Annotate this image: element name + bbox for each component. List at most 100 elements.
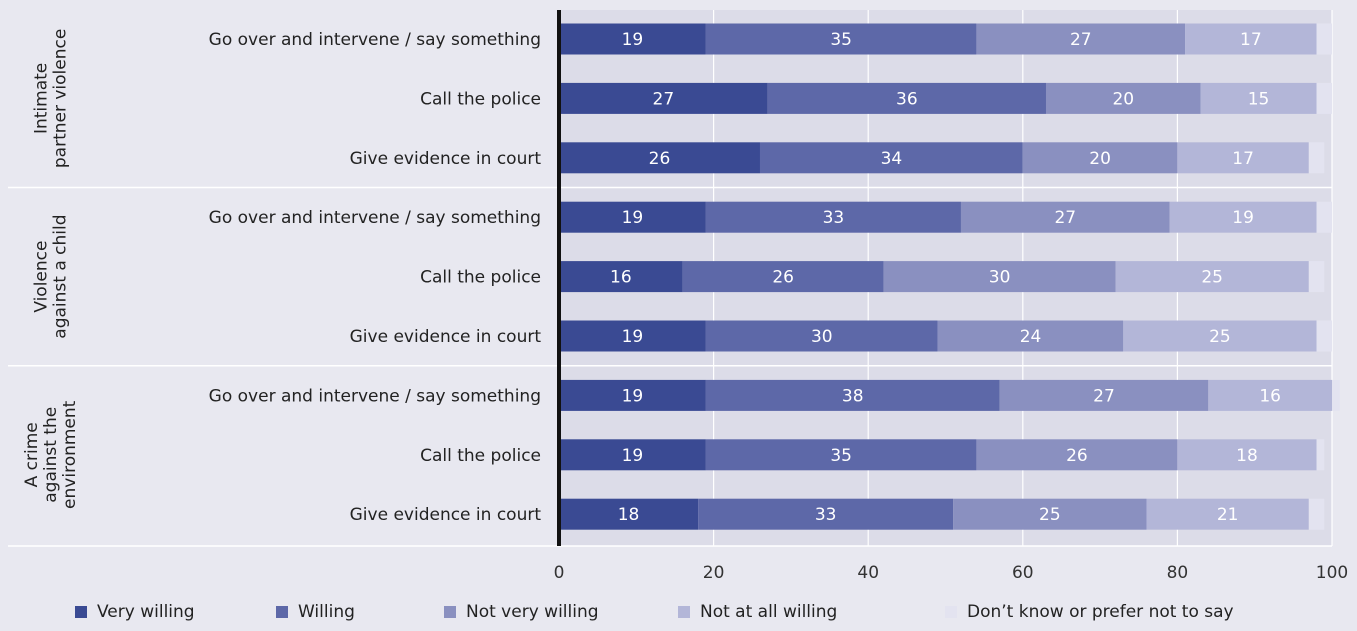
data-label: 20 — [1089, 149, 1111, 169]
data-label: 19 — [622, 208, 644, 228]
bar-segment-not-very-willing — [976, 23, 1186, 55]
bar-segment-don-t-know-or-prefer-not-to-say — [1316, 320, 1332, 352]
bar-segment-very-willing — [559, 23, 706, 55]
bar-segment-very-willing — [559, 498, 699, 530]
x-tick-label: 60 — [1012, 563, 1034, 583]
bar-segment-very-willing — [559, 320, 706, 352]
data-label: 35 — [830, 446, 852, 466]
data-label: 27 — [1054, 208, 1076, 228]
legend-swatch — [444, 606, 456, 618]
group-label-line: A crime — [22, 422, 42, 487]
bar-segment-not-very-willing — [960, 201, 1170, 233]
row-label: Give evidence in court — [350, 505, 542, 525]
bar-segment-very-willing — [559, 201, 706, 233]
legend-swatch — [75, 606, 87, 618]
data-label: 38 — [842, 386, 864, 406]
row-label: Call the police — [420, 268, 541, 288]
bar-segment-willing — [705, 439, 977, 471]
group-label-line: against a child — [51, 214, 71, 338]
bar-segment-willing — [705, 379, 1000, 411]
group-label-line: against the — [41, 407, 61, 503]
data-label: 33 — [815, 505, 837, 525]
bar-segment-don-t-know-or-prefer-not-to-say — [1332, 379, 1340, 411]
bar-segment-very-willing — [559, 439, 706, 471]
bar-segment-not-very-willing — [937, 320, 1124, 352]
x-tick-label: 40 — [857, 563, 879, 583]
group-label-0: Intimatepartner violence — [32, 29, 71, 168]
data-label: 18 — [1236, 446, 1258, 466]
data-label: 18 — [618, 505, 640, 525]
bar-segment-very-willing — [559, 261, 683, 293]
data-label: 26 — [649, 149, 671, 169]
bar-segment-not-very-willing — [976, 439, 1178, 471]
bar-segment-don-t-know-or-prefer-not-to-say — [1308, 261, 1325, 293]
row-label: Go over and intervene / say something — [209, 386, 541, 406]
data-label: 19 — [622, 386, 644, 406]
legend-entry: Very willing — [97, 602, 195, 622]
bar-segment-very-willing — [559, 142, 760, 174]
data-label: 25 — [1201, 268, 1223, 288]
bar-segment-not-very-willing — [883, 261, 1116, 293]
bar-segment-not-at-all-willing — [1200, 82, 1317, 114]
bar-segment-willing — [698, 498, 954, 530]
row-label: Go over and intervene / say something — [209, 208, 541, 228]
bar-segment-not-at-all-willing — [1146, 498, 1309, 530]
bar-segment-don-t-know-or-prefer-not-to-say — [1308, 498, 1325, 530]
bar-segment-don-t-know-or-prefer-not-to-say — [1316, 82, 1332, 114]
bar-segment-not-at-all-willing — [1185, 23, 1317, 55]
data-label: 30 — [811, 327, 833, 347]
data-label: 19 — [1232, 208, 1254, 228]
bar-segment-not-very-willing — [999, 379, 1209, 411]
bar-segment-don-t-know-or-prefer-not-to-say — [1316, 201, 1332, 233]
data-label: 19 — [622, 30, 644, 50]
bar-segment-willing — [682, 261, 884, 293]
bar-segment-willing — [705, 201, 961, 233]
group-label-line: Intimate — [32, 63, 52, 134]
group-label-line: partner violence — [51, 29, 71, 168]
row-label: Call the police — [420, 446, 541, 466]
data-label: 16 — [610, 268, 632, 288]
legend-swatch — [678, 606, 690, 618]
row-label: Give evidence in court — [350, 149, 542, 169]
data-label: 20 — [1112, 89, 1134, 109]
bar-segment-willing — [705, 23, 977, 55]
bar-segment-not-at-all-willing — [1177, 142, 1309, 174]
group-label-line: environment — [60, 400, 80, 509]
group-label-2: A crimeagainst theenvironment — [22, 400, 80, 509]
bar-segment-willing — [767, 82, 1046, 114]
legend-entry: Willing — [298, 602, 355, 622]
bar-segment-don-t-know-or-prefer-not-to-say — [1316, 439, 1325, 471]
data-label: 27 — [653, 89, 675, 109]
data-label: 30 — [989, 268, 1011, 288]
data-label: 36 — [896, 89, 918, 109]
data-label: 16 — [1259, 386, 1281, 406]
bar-segment-very-willing — [559, 379, 706, 411]
data-label: 21 — [1217, 505, 1239, 525]
data-label: 26 — [1066, 446, 1088, 466]
data-label: 35 — [830, 30, 852, 50]
x-tick-label: 100 — [1316, 563, 1348, 583]
legend-swatch — [945, 606, 957, 618]
data-label: 34 — [881, 149, 903, 169]
data-label: 24 — [1020, 327, 1042, 347]
legend-entry: Not very willing — [466, 602, 599, 622]
legend-entry: Not at all willing — [700, 602, 837, 622]
data-label: 15 — [1248, 89, 1270, 109]
row-label: Call the police — [420, 89, 541, 109]
data-label: 19 — [622, 327, 644, 347]
legend-swatch — [276, 606, 288, 618]
bar-segment-not-at-all-willing — [1208, 379, 1332, 411]
bar-segment-willing — [705, 320, 938, 352]
data-label: 17 — [1240, 30, 1262, 50]
row-label: Go over and intervene / say something — [209, 30, 541, 50]
bar-segment-not-very-willing — [1022, 142, 1178, 174]
x-tick-label: 20 — [703, 563, 725, 583]
bar-segment-not-at-all-willing — [1177, 439, 1317, 471]
bar-segment-not-at-all-willing — [1123, 320, 1317, 352]
bar-segment-very-willing — [559, 82, 768, 114]
bar-segment-not-at-all-willing — [1115, 261, 1309, 293]
data-label: 26 — [772, 268, 794, 288]
bar-segment-not-at-all-willing — [1169, 201, 1317, 233]
row-label: Give evidence in court — [350, 327, 542, 347]
